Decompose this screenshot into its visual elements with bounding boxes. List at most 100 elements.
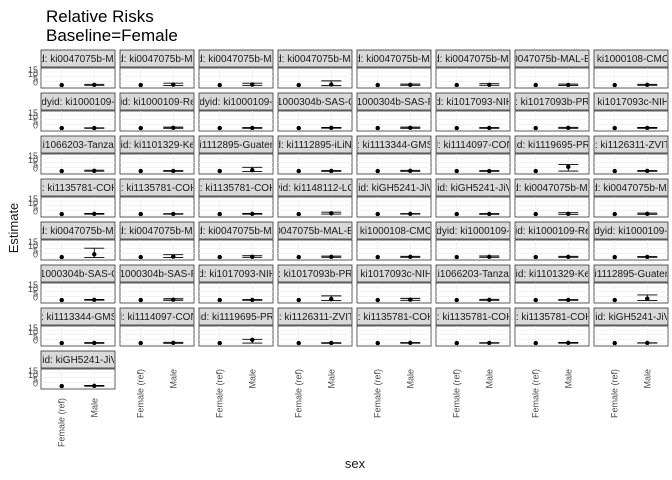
estimate-point <box>138 82 143 88</box>
facet-plot-area <box>514 153 590 175</box>
facet-strip <box>356 264 432 283</box>
facet-panel: studyid: ki1000109-ResPak <box>96 92 219 132</box>
x-axis-title: sex <box>345 456 366 471</box>
facet-panel: studyid: ki1000304b-SAS-FoodSuppl <box>119 264 195 304</box>
facet-strip <box>198 49 274 68</box>
estimate-point <box>566 254 571 260</box>
facet-plot-area <box>277 325 353 347</box>
estimate-point <box>533 168 538 174</box>
estimate-point <box>329 82 334 87</box>
facet-panel: studyid: ki1114097-CONTENT <box>90 307 224 347</box>
facet-plot-area <box>119 325 195 347</box>
facet-plot-area <box>514 67 590 89</box>
estimate-point <box>59 340 64 346</box>
facet-panel: studyid: ki1000109-EE <box>435 221 511 261</box>
y-tick-label: 5 <box>33 245 38 255</box>
facet-plot-area <box>593 282 669 304</box>
facet-panel: studyid: ki1135781-COHORTS <box>198 178 274 218</box>
estimate-point <box>171 125 176 130</box>
facet-strip <box>514 92 590 111</box>
facet-plot-area <box>435 196 511 218</box>
facet-plot-area <box>593 325 669 347</box>
y-tick-label: 5 <box>33 159 38 169</box>
facet-strip <box>40 307 116 326</box>
estimate-point <box>171 297 176 302</box>
facet-strip-label: studyid: ki1000109-EE <box>28 97 128 108</box>
facet-strip <box>514 178 590 197</box>
facet-panel: studyid: ki1017093-NIH-Birth <box>435 92 511 132</box>
y-tick-label: 5 <box>33 331 38 341</box>
facet-strip-label: studyid: ki1113344-GMS-Nepal <box>325 140 462 151</box>
facet-strip-label: studyid: ki1066203-TanzaniaChild2 <box>0 140 156 151</box>
estimate-point <box>454 254 459 260</box>
estimate-point <box>566 125 571 131</box>
facet-panel: studyid: ki0047075b-MAL-ED <box>198 221 274 261</box>
y-tick-label: 15 <box>28 366 38 376</box>
facet-panel: studyid: ki1101329-Keneba <box>119 135 195 175</box>
facet-strip <box>435 307 511 326</box>
facet-strip-label: studyid: ki0047075b-MAL-ED, country <box>468 54 636 65</box>
facet-plot-area <box>356 110 432 132</box>
facet-strip <box>277 307 353 326</box>
facet-strip-label: studyid: ki1101329-Keneba <box>492 269 613 280</box>
facet-plot-area <box>40 67 116 89</box>
facet-strip-label: studyid: kiGH5241-JiVitA-4 <box>18 355 138 366</box>
facet-panel: studyid: ki0047075b-MAL-ED <box>408 49 538 89</box>
facet-panel: studyid: ki1017093b-PROVIDE <box>514 92 590 132</box>
facet-strip <box>198 264 274 283</box>
facet-plot-area <box>593 239 669 261</box>
facet-plot-area <box>514 110 590 132</box>
facet-plot-area <box>435 67 511 89</box>
facet-plot-area <box>435 153 511 175</box>
facet-strip <box>119 135 195 154</box>
facet-panel: studyid: kiGH5241-JiVitA-3 <box>593 307 669 347</box>
facet-plot-area <box>277 282 353 304</box>
facet-strip <box>435 264 511 283</box>
facet-strip-label: studyid: ki1000109-ResPak <box>96 97 219 108</box>
facet-strip <box>198 221 274 240</box>
facet-strip-label: studyid: ki1114097-CONTENT <box>90 312 224 323</box>
x-tick-label: Female (ref) <box>294 369 304 418</box>
x-tick-label: Male <box>484 369 494 389</box>
x-tick-label: Male <box>563 369 573 389</box>
facet-strip <box>356 307 432 326</box>
facet-panel: studyid: kiGH5241-JiVitA-4 <box>435 178 511 218</box>
facet-strip-label: studyid: ki1000304b-SAS-FoodSuppl <box>312 97 476 108</box>
estimate-point <box>250 337 255 342</box>
facet-panel: studyid: ki1000108-CMC-V-BCS <box>560 49 672 89</box>
facet-strip-label: studyid: ki0047075b-MAL-ED <box>408 54 538 65</box>
estimate-point <box>296 82 301 88</box>
estimate-point <box>454 211 459 217</box>
estimate-point <box>566 211 571 216</box>
facet-strip <box>198 178 274 197</box>
facet-panel: studyid: ki1135781-COHORTS <box>435 307 511 347</box>
y-tick-label: 15 <box>28 108 38 118</box>
estimate-point <box>329 125 334 131</box>
facet-strip <box>435 178 511 197</box>
y-tick-label: 10 <box>28 284 38 294</box>
facet-plot-area <box>593 153 669 175</box>
facet-strip-label: studyid: ki1066203-TanzaniaChild2 <box>395 269 551 280</box>
estimate-point <box>533 211 538 217</box>
facet-panel: studyid: ki1114097-CONTENT <box>435 135 511 175</box>
facet-plot-area <box>40 196 116 218</box>
estimate-point <box>533 297 538 303</box>
estimate-point <box>612 211 617 217</box>
facet-panel: studyid: ki0047075b-MAL-ED, country <box>277 221 353 261</box>
facet-panel: studyid: ki1000108-CMC-V-BCS <box>356 221 432 261</box>
facet-strip-label: studyid: ki1000108-CMC-V-BCS <box>560 54 672 65</box>
y-tick-label: 15 <box>28 237 38 247</box>
facet-panel: studyid: ki1126311-ZVITAMBO <box>277 307 353 347</box>
facet-strip <box>277 264 353 283</box>
estimate-point <box>92 297 97 303</box>
estimate-point <box>217 168 222 174</box>
estimate-point <box>408 82 413 88</box>
facet-strip <box>356 92 432 111</box>
estimate-point <box>454 168 459 174</box>
facet-strip <box>435 92 511 111</box>
facet-plot-area <box>277 110 353 132</box>
